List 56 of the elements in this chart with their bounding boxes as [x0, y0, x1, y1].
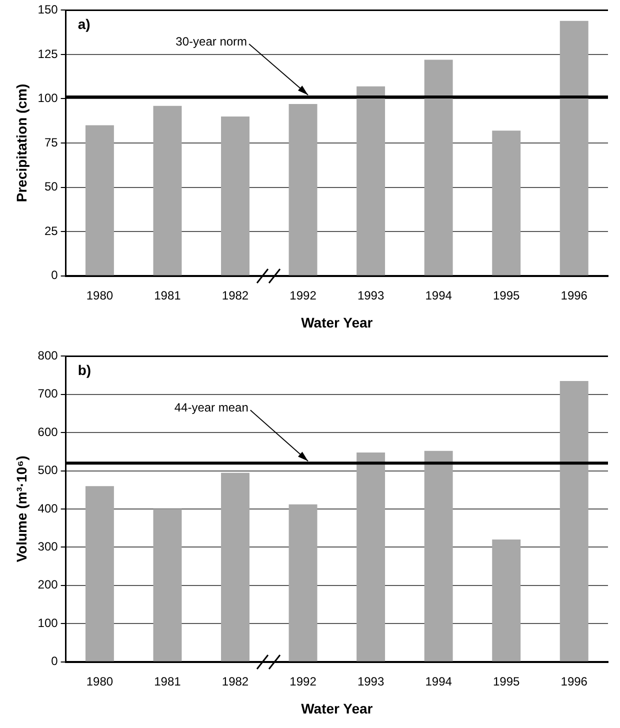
bar [560, 20, 588, 276]
x-tick-label: 1996 [560, 674, 588, 688]
x-tick-label: 1993 [357, 288, 384, 302]
x-tick-label: 1995 [492, 288, 520, 302]
x-axis-title: Water Year [301, 314, 374, 330]
ref-line-label: 44-year mean [174, 400, 248, 414]
bar [85, 486, 114, 662]
bar [492, 130, 521, 276]
x-tick-label: 1994 [425, 288, 452, 302]
bar [153, 509, 182, 662]
bar [221, 116, 250, 276]
bar [424, 60, 453, 276]
x-tick-label: 1992 [290, 288, 317, 302]
x-tick-label: 1992 [290, 674, 317, 688]
y-tick-label: 150 [38, 2, 58, 17]
annotation: b) [78, 362, 92, 378]
y-tick-label: 200 [38, 578, 58, 592]
ref-line-label: 30-year norm [176, 34, 248, 48]
bar [356, 86, 386, 276]
y-tick-label: 100 [38, 616, 58, 630]
bar [560, 381, 588, 662]
bar [492, 540, 521, 662]
x-axis-title: Water Year [301, 700, 374, 716]
x-tick-label: 1981 [154, 288, 182, 302]
x-tick-label: 1994 [425, 674, 452, 688]
y-tick-label: 125 [38, 46, 58, 61]
x-tick-label: 1981 [154, 674, 182, 688]
y-tick-label: 75 [44, 135, 58, 150]
y-tick-label: 700 [38, 386, 58, 401]
y-tick-label: 25 [44, 224, 58, 238]
x-tick-label: 1980 [86, 674, 114, 688]
y-tick-label: 800 [38, 348, 58, 363]
bar [288, 104, 318, 276]
x-tick-label: 1980 [86, 288, 114, 302]
bar [153, 106, 182, 276]
annotation: a) [78, 16, 90, 32]
y-tick-label: 50 [44, 180, 58, 194]
x-tick-label: 1996 [560, 288, 588, 302]
y-tick-label: 400 [38, 501, 58, 516]
y-tick-label: 0 [51, 654, 58, 668]
y-tick-label: 300 [38, 540, 58, 554]
y-axis-title: Volume (m³·10⁶) [13, 456, 30, 562]
x-tick-label: 1982 [222, 288, 249, 302]
bar [356, 452, 386, 662]
y-tick-label: 100 [38, 91, 58, 106]
y-axis-title: Precipitation (cm) [13, 84, 30, 202]
x-tick-label: 1995 [492, 674, 520, 688]
y-tick-label: 600 [38, 424, 58, 439]
bar [85, 125, 114, 276]
y-tick-label: 500 [38, 463, 58, 478]
x-tick-label: 1993 [357, 674, 384, 688]
bar [288, 504, 318, 662]
bar [424, 450, 453, 662]
bar [221, 472, 250, 662]
y-tick-label: 0 [51, 268, 58, 282]
x-tick-label: 1982 [222, 674, 249, 688]
